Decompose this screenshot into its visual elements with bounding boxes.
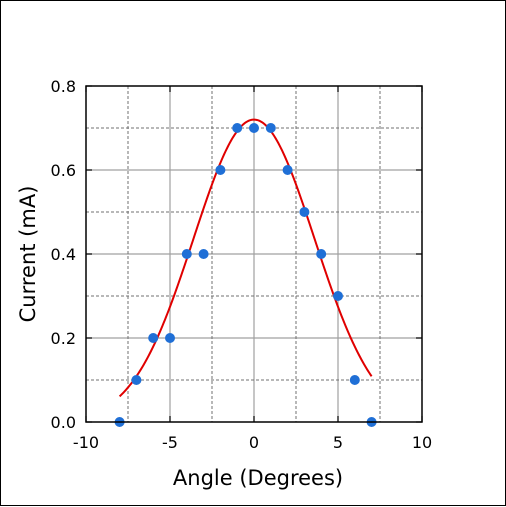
grid: [86, 86, 422, 422]
data-points: [114, 123, 377, 427]
data-point-2: [148, 333, 159, 343]
data-point-3: [165, 333, 175, 343]
y-tick-label-3: 0.6: [51, 161, 76, 180]
y-tick-label-4: 0.8: [51, 77, 76, 96]
x-tick-label-1: -5: [162, 433, 178, 452]
y-axis-title: Current (mA): [16, 186, 40, 323]
x-tick-label-2: 0: [249, 433, 259, 452]
data-point-12: [316, 249, 327, 259]
data-point-7: [232, 123, 243, 133]
y-tick-label-2: 0.4: [51, 245, 76, 264]
data-point-13: [333, 291, 343, 301]
fit-curve-0: [118, 118, 373, 398]
data-point-5: [198, 249, 209, 259]
x-tick-label-4: 10: [412, 433, 432, 452]
data-point-1: [131, 375, 142, 385]
data-point-11: [299, 207, 310, 217]
data-point-8: [249, 123, 259, 133]
x-axis-title: Angle (Degrees): [173, 466, 343, 490]
x-tick-label-3: 5: [333, 433, 343, 452]
tick-labels: -10 -5 0 5 10 0.0 0.2 0.4 0.6 0.8: [51, 77, 433, 452]
y-tick-label-1: 0.2: [51, 329, 76, 348]
data-point-6: [215, 165, 226, 175]
data-point-4: [181, 249, 192, 259]
axis-ticks: [85, 85, 423, 423]
y-tick-label-0: 0.0: [51, 413, 76, 432]
data-point-9: [265, 123, 276, 133]
data-point-14: [349, 375, 360, 385]
data-point-10: [282, 165, 293, 175]
x-tick-label-0: -10: [73, 433, 99, 452]
fit-curve-layer: [118, 118, 373, 398]
